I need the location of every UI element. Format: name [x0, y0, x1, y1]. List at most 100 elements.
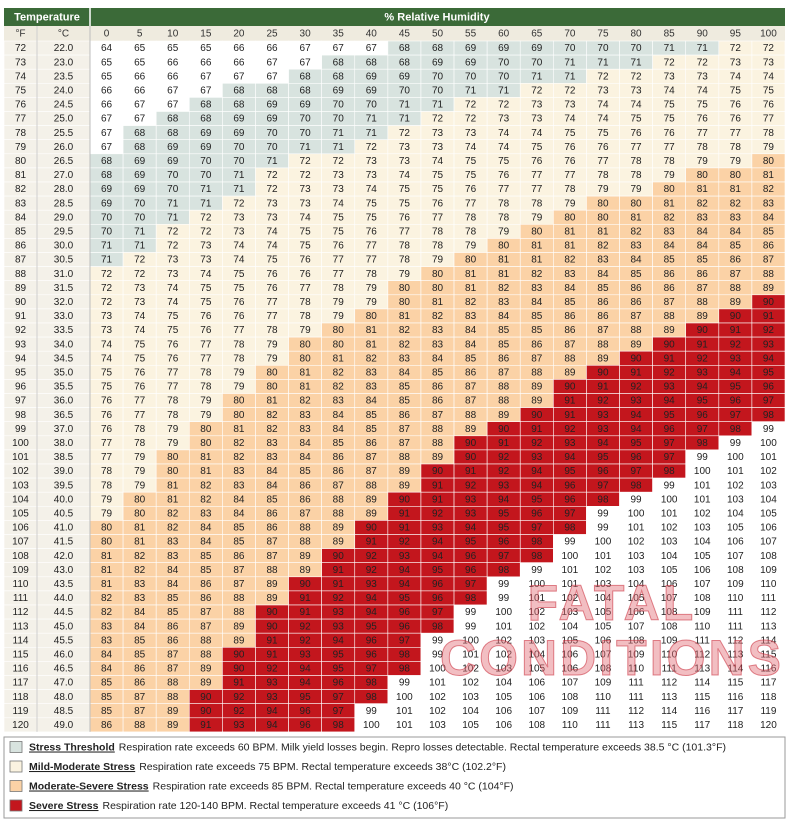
thi-value: 82	[697, 198, 709, 209]
thi-value: 83	[432, 339, 444, 350]
thi-value: 85	[597, 283, 609, 294]
thi-value: 71	[134, 226, 146, 237]
thi-value: 75	[200, 283, 212, 294]
thi-value: 76	[101, 396, 113, 407]
thi-value: 69	[300, 100, 312, 111]
thi-value: 81	[498, 255, 510, 266]
thi-value: 101	[760, 452, 777, 463]
thi-value: 115	[661, 720, 677, 731]
thi-value: 104	[661, 551, 678, 562]
thi-value: 75	[697, 100, 709, 111]
thi-value: 77	[167, 367, 179, 378]
thi-value: 94	[432, 537, 444, 548]
thi-value: 77	[498, 184, 510, 195]
thi-value: 85	[763, 226, 775, 237]
thi-value: 93	[465, 508, 477, 519]
thi-value: 70	[432, 71, 444, 82]
thi-value: 101	[694, 480, 711, 491]
thi-value: 72	[730, 43, 742, 54]
thi-value: 80	[266, 367, 278, 378]
thi-value: 77	[631, 142, 643, 153]
thi-value: 79	[101, 494, 113, 505]
thi-value: 69	[101, 198, 113, 209]
thi-value: 86	[300, 480, 312, 491]
temp-c: 45.5	[54, 635, 74, 646]
thi-value: 93	[730, 353, 742, 364]
thi-value: 75	[763, 85, 775, 96]
temp-c: 40.5	[54, 508, 74, 519]
thi-value: 74	[134, 311, 146, 322]
legend-swatch	[9, 780, 23, 792]
thi-value: 77	[233, 325, 245, 336]
thi-value: 84	[300, 438, 312, 449]
thi-value: 85	[631, 269, 643, 280]
thi-value: 69	[134, 156, 146, 167]
temp-f: 113	[13, 621, 29, 632]
thi-value: 101	[661, 508, 678, 519]
thi-value: 95	[531, 494, 543, 505]
temp-c: 46.5	[54, 664, 74, 675]
header-bar	[4, 8, 785, 26]
thi-value: 85	[465, 353, 477, 364]
thi-value: 91	[531, 424, 543, 435]
thi-value: 71	[333, 142, 345, 153]
thi-value: 86	[233, 551, 245, 562]
thi-value: 74	[233, 255, 245, 266]
thi-value: 94	[631, 424, 643, 435]
thi-value: 73	[531, 114, 543, 125]
thi-value: 79	[498, 226, 510, 237]
thi-value: 100	[528, 579, 545, 590]
thi-value: 76	[333, 241, 345, 252]
thi-value: 77	[200, 353, 212, 364]
thi-value: 73	[200, 255, 212, 266]
temp-c: 41.5	[54, 537, 74, 548]
temp-f: 92	[15, 325, 27, 336]
temp-f: 99	[15, 424, 27, 435]
thi-value: 90	[631, 353, 643, 364]
thi-value: 94	[366, 607, 378, 618]
thi-value: 76	[233, 297, 245, 308]
thi-value: 72	[233, 198, 245, 209]
thi-value: 81	[730, 184, 742, 195]
thi-value: 116	[727, 692, 743, 703]
thi-value: 86	[399, 410, 411, 421]
thi-value: 99	[597, 523, 609, 534]
temp-f: 76	[15, 100, 27, 111]
thi-value: 116	[694, 706, 710, 717]
temp-f: 80	[15, 156, 27, 167]
temp-f: 97	[15, 396, 27, 407]
thi-value: 89	[730, 297, 742, 308]
thi-value: 75	[465, 170, 477, 181]
temp-c: 39.5	[54, 480, 74, 491]
thi-value: 87	[631, 311, 643, 322]
thi-value: 100	[760, 438, 777, 449]
thi-value: 72	[432, 114, 444, 125]
thi-value: 72	[564, 85, 576, 96]
thi-value: 82	[200, 494, 212, 505]
thi-value: 102	[595, 565, 612, 576]
thi-value: 68	[134, 142, 146, 153]
thi-value: 78	[498, 198, 510, 209]
temp-c: 36.0	[54, 396, 74, 407]
thi-value: 81	[564, 241, 576, 252]
thi-value: 69	[333, 85, 345, 96]
thi-value: 91	[664, 353, 676, 364]
temp-c: 35.0	[54, 367, 74, 378]
thi-value: 85	[366, 410, 378, 421]
thi-value: 92	[564, 424, 576, 435]
thi-value: 106	[694, 565, 711, 576]
thi-value: 97	[697, 424, 709, 435]
temp-f: 107	[12, 537, 29, 548]
thi-value: 83	[664, 226, 676, 237]
thi-value: 78	[697, 142, 709, 153]
thi-value: 78	[134, 438, 146, 449]
thi-value: 80	[167, 452, 179, 463]
thi-value: 71	[597, 57, 609, 68]
thi-value: 87	[597, 325, 609, 336]
thi-value: 76	[730, 100, 742, 111]
thi-value: 88	[233, 593, 245, 604]
thi-value: 99	[399, 678, 411, 689]
thi-value: 112	[628, 706, 644, 717]
thi-value: 90	[697, 325, 709, 336]
thi-value: 83	[101, 635, 113, 646]
